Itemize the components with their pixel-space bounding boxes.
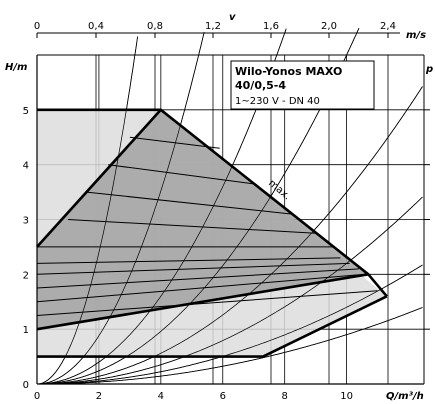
y-tick-label-3: 3 bbox=[23, 216, 29, 227]
setpoint-line-1 bbox=[36, 257, 341, 264]
top-tick-label-2: 0,8 bbox=[147, 21, 163, 32]
top-tick-label-4: 1,6 bbox=[263, 21, 279, 32]
x-tick-label-3: 6 bbox=[220, 391, 226, 402]
setpoint-line-8 bbox=[129, 136, 220, 149]
system-curve-overlay-1 bbox=[37, 32, 205, 385]
system-curve-overlay-7 bbox=[37, 307, 423, 385]
x-axis-label: Q/m³/h bbox=[386, 391, 424, 402]
series-line-2 bbox=[36, 273, 369, 331]
system-curve-overlay-6 bbox=[37, 264, 423, 385]
top-tick-label-5: 2,0 bbox=[321, 21, 337, 32]
setpoint-line-4 bbox=[36, 273, 366, 303]
setpoint-lines bbox=[36, 28, 423, 385]
chart-spec: 1~230 V - DN 40 bbox=[235, 96, 320, 107]
series-lines bbox=[36, 108, 388, 358]
setpoint-line-7 bbox=[108, 164, 254, 185]
x-tick-label-5: 10 bbox=[340, 391, 353, 402]
inner-field bbox=[37, 109, 369, 330]
top-tick-label-0: 0 bbox=[34, 21, 40, 32]
chart-title: Wilo-Yonos MAXO bbox=[235, 65, 342, 78]
y-tick-label-1: 1 bbox=[23, 325, 29, 336]
x-tick-label-4: 8 bbox=[281, 391, 287, 402]
x-tick-label-1: 2 bbox=[96, 391, 102, 402]
title-box bbox=[230, 60, 375, 110]
x-tick-label-2: 4 bbox=[158, 391, 164, 402]
right-axis-letter: p bbox=[425, 64, 433, 75]
top-tick-label-3: 1,2 bbox=[205, 21, 221, 32]
setpoint-line-9 bbox=[36, 290, 378, 316]
x-tick-label-0: 0 bbox=[34, 391, 40, 402]
y-axis-label: H/m bbox=[5, 62, 27, 73]
top-tick-label-1: 0,4 bbox=[88, 21, 104, 32]
axes bbox=[36, 32, 430, 385]
top-axis-unit: m/s bbox=[406, 30, 426, 41]
top-axis-letter: v bbox=[229, 12, 236, 23]
series-line-3 bbox=[37, 295, 388, 358]
y-tick-label-0: 0 bbox=[23, 380, 29, 391]
system-curve-overlay-3 bbox=[37, 28, 360, 385]
setpoint-line-5 bbox=[67, 219, 316, 234]
system-curve-overlay-0 bbox=[36, 36, 138, 385]
system-curve-overlay-4 bbox=[37, 86, 423, 385]
system-curve-overlay-5 bbox=[37, 196, 423, 385]
series-line-1 bbox=[36, 108, 162, 248]
chart-subtitle: 40/0,5-4 bbox=[235, 79, 286, 92]
y-tick-label-4: 4 bbox=[23, 161, 29, 172]
y-tick-label-2: 2 bbox=[23, 270, 29, 281]
tick-labels: 0 2 4 6 8 10 0 1 2 3 4 5 0 0,4 0,8 1,2 1,6 2,0 2,4 bbox=[23, 21, 396, 402]
setpoint-line-6 bbox=[86, 191, 291, 215]
top-tick-label-6: 2,4 bbox=[380, 21, 396, 32]
series-line-0 bbox=[37, 108, 388, 298]
y-tick-label-5: 5 bbox=[23, 106, 29, 117]
system-curve-overlay-2 bbox=[37, 28, 287, 385]
setpoint-line-2 bbox=[36, 262, 350, 275]
